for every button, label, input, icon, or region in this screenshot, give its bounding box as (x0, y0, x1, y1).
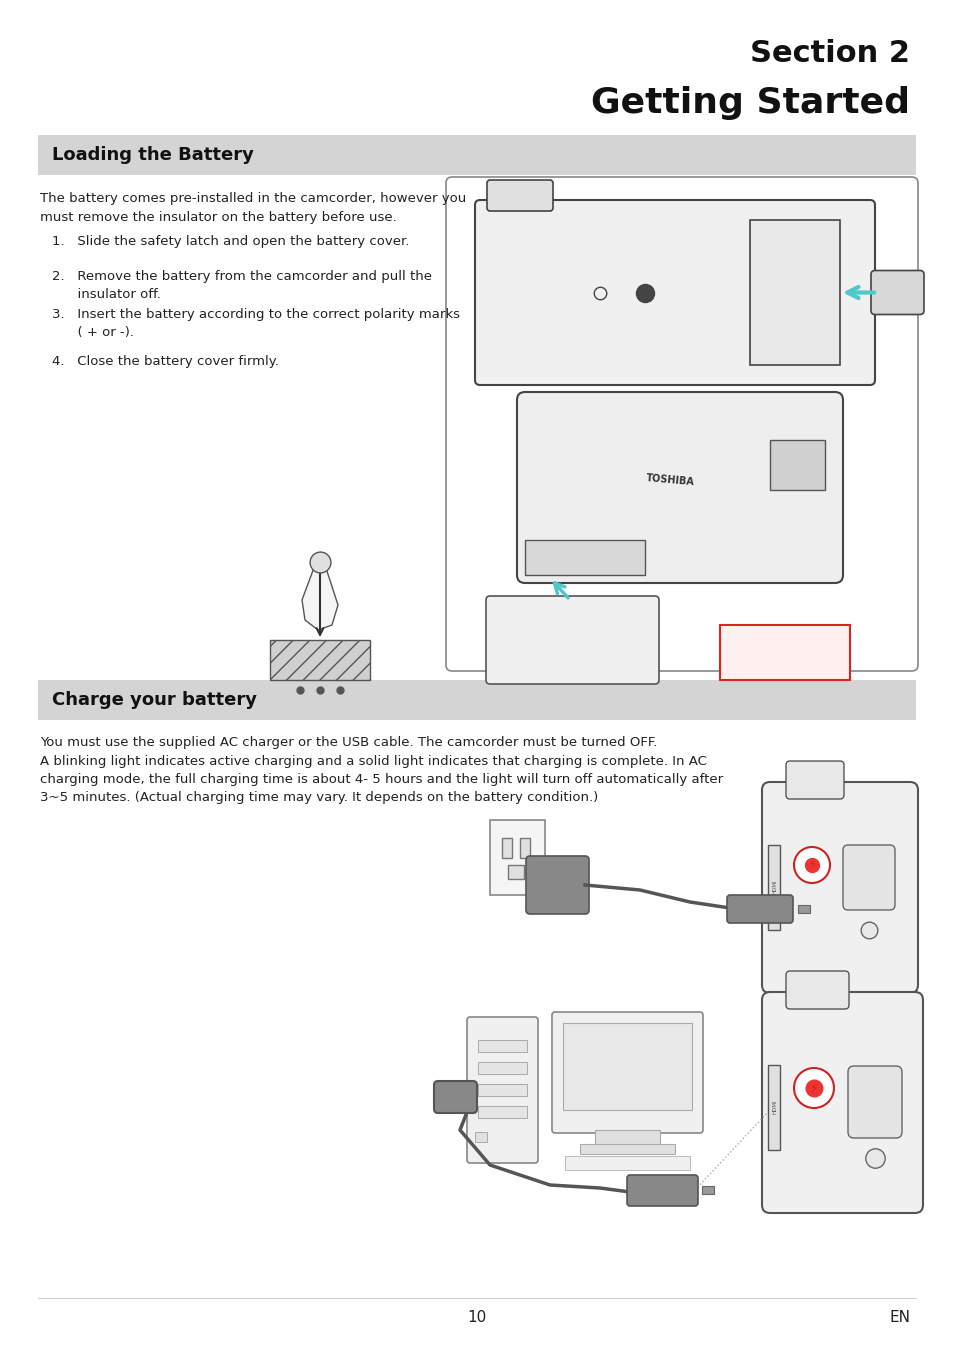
Bar (270, 640, 370, 680)
Text: 2.   Remove the battery from the camcorder and pull the
      insulator off.: 2. Remove the battery from the camcorder… (52, 270, 432, 301)
Bar (477, 1106, 526, 1118)
Bar (38, 135, 915, 176)
FancyBboxPatch shape (761, 992, 923, 1214)
FancyBboxPatch shape (485, 595, 659, 684)
Text: EN: EN (888, 1311, 909, 1326)
Bar (701, 1187, 713, 1193)
FancyBboxPatch shape (552, 1012, 702, 1133)
Bar (769, 440, 824, 490)
Bar (749, 220, 840, 364)
FancyBboxPatch shape (525, 856, 588, 914)
FancyBboxPatch shape (761, 782, 917, 994)
Text: Getting Started: Getting Started (590, 86, 909, 120)
Bar (595, 1130, 659, 1145)
FancyBboxPatch shape (785, 971, 848, 1008)
Bar (797, 904, 809, 913)
Bar (579, 1143, 675, 1154)
Bar (519, 838, 530, 859)
FancyBboxPatch shape (475, 200, 874, 385)
Bar (475, 1133, 486, 1142)
Text: Charge your battery: Charge your battery (52, 691, 256, 709)
Text: Loading the Battery: Loading the Battery (52, 146, 253, 163)
Text: 1.   Slide the safety latch and open the battery cover.: 1. Slide the safety latch and open the b… (52, 235, 409, 248)
Bar (564, 1156, 689, 1170)
Bar (562, 1023, 691, 1110)
Bar (507, 865, 523, 879)
Bar (501, 838, 512, 859)
Bar (524, 540, 644, 575)
Bar (477, 1040, 526, 1052)
FancyBboxPatch shape (517, 392, 842, 583)
FancyBboxPatch shape (626, 1174, 698, 1206)
Text: The battery comes pre-installed in the camcorder, however you
must remove the in: The battery comes pre-installed in the c… (40, 192, 466, 224)
Bar (490, 819, 544, 895)
Text: HDMI: HDMI (772, 1100, 777, 1114)
FancyBboxPatch shape (785, 761, 843, 799)
Text: ⚡: ⚡ (807, 860, 815, 869)
Bar (477, 1062, 526, 1075)
Bar (767, 845, 780, 930)
FancyBboxPatch shape (847, 1066, 901, 1138)
Circle shape (793, 846, 829, 883)
Text: You must use the supplied AC charger or the USB cable. The camcorder must be tur: You must use the supplied AC charger or … (40, 736, 722, 805)
FancyBboxPatch shape (870, 270, 923, 315)
FancyBboxPatch shape (726, 895, 792, 923)
Bar (720, 625, 849, 680)
Circle shape (793, 1068, 833, 1108)
Bar (38, 680, 915, 720)
Polygon shape (302, 566, 337, 630)
Bar (767, 1065, 780, 1150)
Text: TOSHIBA: TOSHIBA (644, 472, 694, 487)
Text: HDMI: HDMI (772, 880, 777, 894)
FancyBboxPatch shape (446, 177, 917, 671)
Text: 3.   Insert the battery according to the correct polarity marks
      ( + or -).: 3. Insert the battery according to the c… (52, 308, 459, 339)
Text: 10: 10 (467, 1311, 486, 1326)
FancyBboxPatch shape (434, 1081, 476, 1112)
FancyBboxPatch shape (486, 180, 553, 211)
FancyBboxPatch shape (467, 1017, 537, 1162)
Text: ⚡: ⚡ (809, 1081, 818, 1095)
Text: Section 2: Section 2 (749, 39, 909, 68)
Bar (477, 1084, 526, 1096)
FancyBboxPatch shape (842, 845, 894, 910)
Text: 4.   Close the battery cover firmly.: 4. Close the battery cover firmly. (52, 355, 278, 369)
